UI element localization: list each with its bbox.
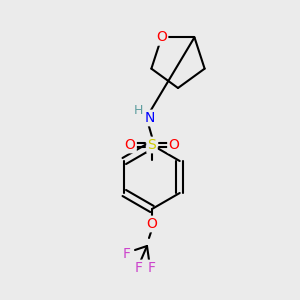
Text: O: O [124,138,135,152]
Text: H: H [133,103,143,116]
Text: S: S [148,138,156,152]
Text: O: O [156,30,167,44]
Text: F: F [148,261,156,275]
Text: N: N [145,111,155,125]
Text: O: O [147,217,158,231]
Text: O: O [169,138,179,152]
Text: F: F [123,247,131,261]
Text: F: F [135,261,143,275]
